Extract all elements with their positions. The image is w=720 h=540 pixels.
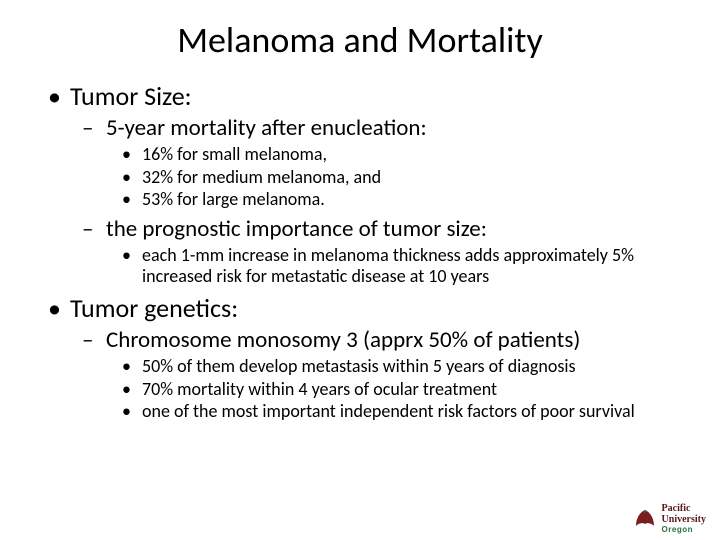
mortality-label: 5-year mortality after enucleation:: [106, 114, 427, 142]
slide-title: Melanoma and Mortality: [40, 18, 680, 62]
university-logo: Pacific University Oregon: [632, 504, 706, 534]
logo-line2: University: [662, 515, 706, 526]
bullet-mortality: 5-year mortality after enucleation: 16% …: [106, 114, 680, 211]
logo-mark-icon: [632, 506, 658, 532]
monosomy-label: Chromosome monosomy 3 (apprx 50% of pati…: [106, 326, 580, 354]
prognostic-item: each 1-mm increase in melanoma thickness…: [142, 245, 680, 288]
bullet-tumor-size: Tumor Size: 5-year mortality after enucl…: [70, 80, 680, 288]
bullet-monosomy: Chromosome monosomy 3 (apprx 50% of pati…: [106, 326, 680, 423]
monosomy-item: 70% mortality within 4 years of ocular t…: [142, 379, 680, 401]
tumor-size-label: Tumor Size:: [70, 80, 192, 112]
logo-text: Pacific University Oregon: [662, 504, 706, 534]
mortality-item: 53% for large melanoma.: [142, 189, 680, 211]
logo-line1: Pacific: [662, 504, 706, 515]
slide: Melanoma and Mortality Tumor Size: 5-yea…: [0, 0, 720, 423]
prognostic-label: the prognostic importance of tumor size:: [106, 215, 487, 243]
logo-line3: Oregon: [662, 525, 706, 534]
mortality-item: 16% for small melanoma,: [142, 144, 680, 166]
bullet-tumor-genetics: Tumor genetics: Chromosome monosomy 3 (a…: [70, 292, 680, 423]
mortality-item: 32% for medium melanoma, and: [142, 167, 680, 189]
tumor-genetics-label: Tumor genetics:: [70, 292, 238, 324]
monosomy-item: one of the most important independent ri…: [142, 401, 680, 423]
bullet-prognostic: the prognostic importance of tumor size:…: [106, 215, 680, 288]
bullet-list: Tumor Size: 5-year mortality after enucl…: [40, 80, 680, 423]
monosomy-item: 50% of them develop metastasis within 5 …: [142, 356, 680, 378]
